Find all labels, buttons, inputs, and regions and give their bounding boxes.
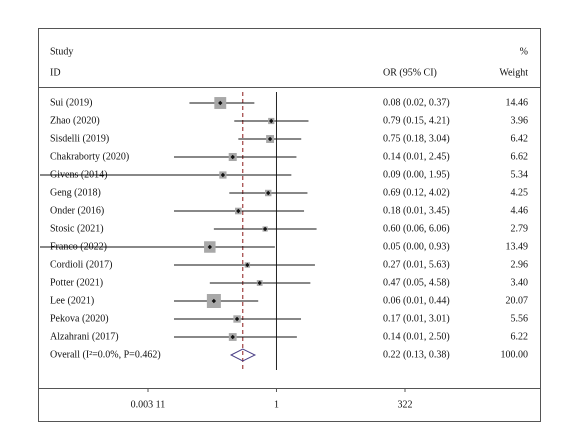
point-estimate xyxy=(207,244,213,250)
overall-diamond xyxy=(229,348,257,362)
weight-label: 20.07 xyxy=(506,295,529,306)
point-estimate xyxy=(236,208,241,214)
weight-label: 2.79 xyxy=(511,223,529,234)
header-id: ID xyxy=(50,67,61,78)
study-label: Stosic (2021) xyxy=(50,223,104,234)
estimate-label: 0.75 (0.18, 3.04) xyxy=(383,133,450,144)
estimate-label: 0.05 (0.00, 0.93) xyxy=(383,241,450,252)
study-label: Onder (2016) xyxy=(50,205,104,216)
study-label: Lee (2021) xyxy=(50,295,94,306)
header-estimate: OR (95% CI) xyxy=(383,67,437,78)
overall-weight-label: 100.00 xyxy=(501,349,529,360)
point-estimate xyxy=(234,316,240,322)
estimate-label: 0.18 (0.01, 3.45) xyxy=(383,205,450,216)
point-estimate xyxy=(220,172,226,178)
estimate-label: 0.47 (0.05, 4.58) xyxy=(383,277,450,288)
frame xyxy=(38,28,541,422)
weight-label: 6.42 xyxy=(511,133,529,144)
estimate-label: 0.08 (0.02, 0.37) xyxy=(383,97,450,108)
estimate-label: 0.14 (0.01, 2.50) xyxy=(383,331,450,342)
x-tick-label: 0.003 11 xyxy=(131,399,166,410)
x-tick-label: 1 xyxy=(274,399,279,410)
study-label: Potter (2021) xyxy=(50,277,103,288)
overall-label: Overall (I²=0.0%, P=0.462) xyxy=(50,349,161,360)
weight-label: 6.62 xyxy=(511,151,529,162)
weight-label: 6.22 xyxy=(511,331,529,342)
overall-estimate-label: 0.22 (0.13, 0.38) xyxy=(383,349,450,360)
estimate-label: 0.69 (0.12, 4.02) xyxy=(383,187,450,198)
estimate-label: 0.17 (0.01, 3.01) xyxy=(383,313,450,324)
header-study: Study xyxy=(50,46,73,57)
point-estimate xyxy=(262,226,268,232)
weight-label: 5.56 xyxy=(511,313,529,324)
study-label: Pekova (2020) xyxy=(50,313,109,324)
point-estimate xyxy=(266,190,271,196)
estimate-label: 0.27 (0.01, 5.63) xyxy=(383,259,450,270)
estimate-label: 0.60 (0.06, 6.06) xyxy=(383,223,450,234)
weight-label: 3.40 xyxy=(511,277,529,288)
weight-label: 3.96 xyxy=(511,115,529,126)
weight-label: 14.46 xyxy=(506,97,529,108)
weight-label: 2.96 xyxy=(511,259,529,270)
estimate-label: 0.09 (0.00, 1.95) xyxy=(383,169,450,180)
estimate-label: 0.06 (0.01, 0.44) xyxy=(383,295,450,306)
point-estimate xyxy=(230,334,235,340)
study-label: Sui (2019) xyxy=(50,97,93,108)
point-estimate xyxy=(230,154,235,160)
weight-label: 5.34 xyxy=(511,169,529,180)
study-label: Geng (2018) xyxy=(50,187,101,198)
study-label: Zhao (2020) xyxy=(50,115,100,126)
study-label: Alzahrani (2017) xyxy=(50,331,119,342)
point-estimate xyxy=(267,136,273,142)
x-tick-label: 322 xyxy=(398,399,413,410)
study-label: Cordioli (2017) xyxy=(50,259,113,270)
header-percent: % xyxy=(520,46,528,57)
point-estimate xyxy=(218,100,223,106)
study-label: Sisdelli (2019) xyxy=(50,133,109,144)
weight-label: 4.25 xyxy=(511,187,529,198)
header-weight: Weight xyxy=(499,67,528,78)
study-label: Chakraborty (2020) xyxy=(50,151,129,162)
weight-label: 4.46 xyxy=(511,205,529,216)
point-estimate xyxy=(245,262,250,268)
point-estimate xyxy=(257,280,262,286)
point-estimate xyxy=(269,118,274,124)
estimate-label: 0.79 (0.15, 4.21) xyxy=(383,115,450,126)
point-estimate xyxy=(211,298,217,304)
estimate-label: 0.14 (0.01, 2.45) xyxy=(383,151,450,162)
weight-label: 13.49 xyxy=(506,241,529,252)
